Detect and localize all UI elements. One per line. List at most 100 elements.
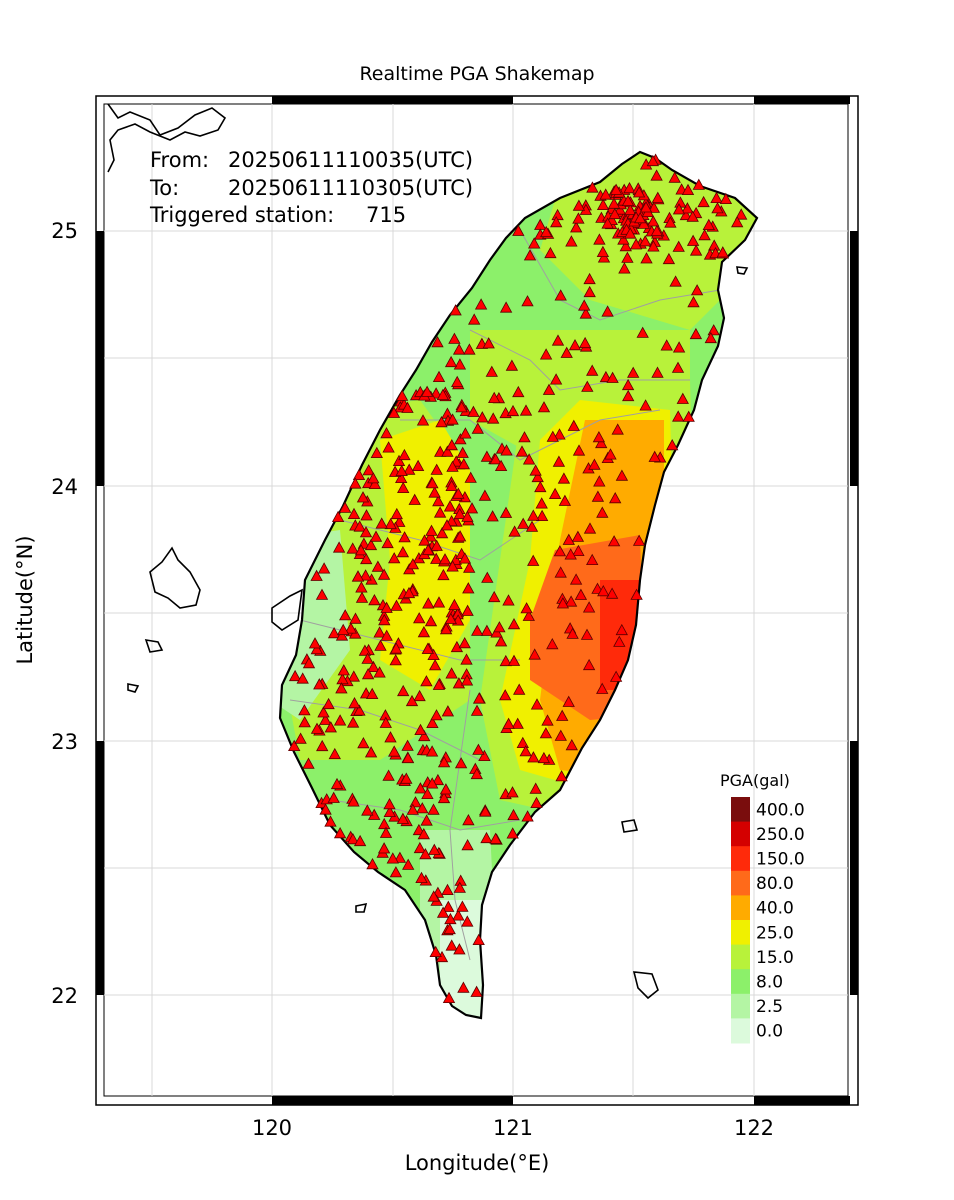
station-triangle-icon [426, 777, 439, 789]
legend-swatch [731, 821, 750, 847]
station-triangle-icon [500, 444, 513, 456]
station-triangle-icon [558, 494, 572, 506]
station-triangle-icon [499, 506, 513, 518]
station-triangle-icon [416, 802, 429, 814]
station-triangle-icon [335, 682, 348, 694]
station-triangle-icon [704, 331, 717, 344]
station-triangle-icon [438, 553, 452, 565]
station-triangle-icon [453, 943, 466, 955]
station-triangle-icon [333, 826, 347, 839]
station-triangle-icon [528, 648, 541, 660]
station-triangle-icon [529, 464, 542, 476]
station-triangle-icon [457, 981, 470, 993]
station-triangle-icon [596, 198, 610, 210]
station-triangle-icon [519, 745, 532, 757]
station-triangle-icon [719, 192, 733, 204]
station-triangle-icon [354, 544, 368, 556]
station-triangle-icon [377, 842, 391, 854]
station-triangle-icon [396, 545, 410, 558]
station-triangle-icon [313, 678, 326, 690]
station-triangle-icon [493, 621, 506, 633]
station-triangle-icon [607, 535, 621, 547]
station-triangle-icon [540, 225, 553, 238]
station-triangle-icon [317, 706, 330, 718]
station-triangle-icon [692, 178, 705, 190]
station-triangle-icon [337, 623, 350, 635]
station-triangle-icon [507, 617, 521, 630]
station-triangle-icon [506, 827, 519, 839]
station-triangle-icon [494, 635, 508, 647]
station-triangle-icon [601, 305, 614, 317]
station-triangle-icon [621, 378, 635, 391]
station-triangle-icon [368, 477, 382, 489]
station-triangle-icon [671, 361, 685, 373]
station-triangle-icon [566, 627, 579, 639]
station-triangle-icon [414, 723, 427, 735]
station-triangle-icon [507, 654, 521, 666]
station-triangle-icon [380, 629, 393, 641]
station-triangle-icon [288, 739, 301, 751]
station-triangle-icon [698, 228, 711, 241]
station-triangle-icon [442, 991, 456, 1003]
station-triangle-icon [597, 251, 611, 263]
station-triangle-icon [346, 716, 360, 728]
station-triangle-icon [430, 552, 443, 564]
station-triangle-icon [494, 459, 508, 471]
station-triangle-icon [346, 832, 360, 845]
station-triangle-icon [384, 517, 397, 530]
station-triangle-icon [373, 626, 386, 638]
station-triangle-icon [527, 751, 540, 763]
station-triangle-icon [397, 481, 410, 493]
station-triangle-icon [689, 327, 703, 340]
station-triangle-icon [432, 370, 446, 382]
station-triangle-icon [356, 491, 370, 503]
station-triangle-icon [457, 457, 470, 470]
station-triangle-icon [565, 235, 578, 247]
station-triangle-icon [403, 463, 416, 475]
station-triangle-icon [582, 601, 596, 613]
station-triangle-icon [593, 475, 606, 487]
station-triangle-icon [647, 215, 660, 227]
seismic-stations [288, 153, 748, 1003]
station-triangle-icon [462, 582, 475, 594]
station-triangle-icon [562, 695, 575, 707]
station-triangle-icon [539, 727, 553, 739]
station-triangle-icon [417, 827, 430, 840]
station-triangle-icon [557, 472, 571, 484]
station-triangle-icon [444, 612, 457, 624]
station-triangle-icon [398, 531, 411, 543]
station-triangle-icon [440, 519, 454, 531]
station-triangle-icon [317, 562, 331, 574]
station-triangle-icon [539, 348, 553, 360]
station-triangle-icon [465, 502, 479, 514]
station-triangle-icon [555, 770, 568, 782]
station-triangle-icon [435, 526, 449, 539]
station-triangle-icon [480, 624, 494, 636]
station-triangle-icon [472, 933, 485, 945]
station-triangle-icon [592, 430, 606, 443]
station-triangle-icon [513, 683, 526, 695]
taiwan-coastline [278, 150, 759, 1020]
station-triangle-icon [426, 716, 439, 728]
station-triangle-icon [595, 436, 608, 449]
station-triangle-icon [572, 199, 586, 211]
pga-legend: PGA(gal) 400.0 250.0 150.0 80.0 40.0 25.0 15.0… [720, 771, 805, 1044]
station-triangle-icon [298, 704, 311, 716]
station-triangle-icon [578, 299, 591, 311]
station-triangle-icon [400, 772, 413, 784]
station-triangle-icon [324, 721, 337, 733]
station-triangle-icon [515, 445, 529, 457]
frame-bars [96, 96, 858, 1105]
station-triangle-icon [379, 826, 393, 838]
station-triangle-icon [597, 584, 610, 597]
station-triangle-icon [489, 832, 502, 844]
station-triangle-icon [446, 413, 459, 425]
station-triangle-icon [310, 569, 323, 581]
station-triangle-icon [413, 841, 427, 854]
to-label: To: [149, 176, 179, 200]
station-triangle-icon [428, 843, 441, 855]
triggered-count: 715 [366, 203, 406, 227]
station-triangle-icon [397, 684, 410, 697]
station-triangle-icon [528, 237, 541, 249]
station-triangle-icon [393, 851, 407, 863]
